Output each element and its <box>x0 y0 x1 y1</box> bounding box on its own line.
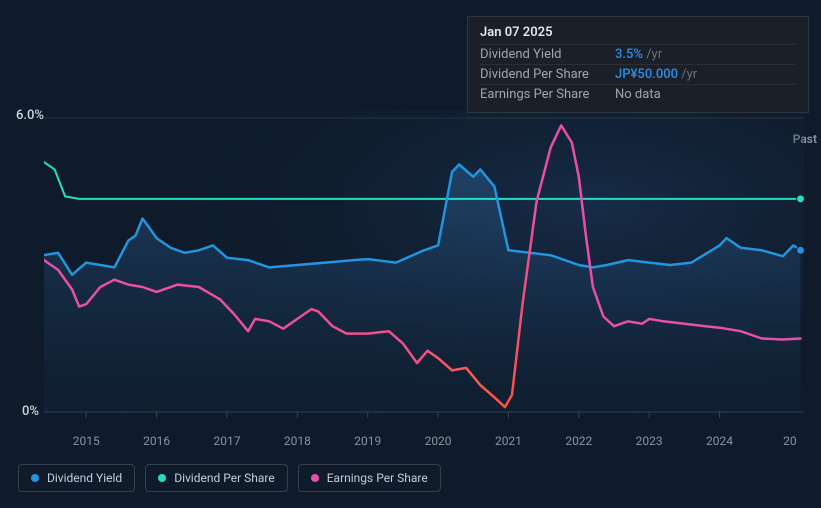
legend-label: Dividend Yield <box>47 471 122 485</box>
legend-item[interactable]: Dividend Per Share <box>145 464 288 492</box>
legend-dot <box>158 474 166 482</box>
tooltip-row-label: Earnings Per Share <box>480 87 615 102</box>
legend-item[interactable]: Dividend Yield <box>18 464 135 492</box>
x-tick-label: 2022 <box>565 434 592 448</box>
y-axis-max-label: 6.0% <box>16 108 44 123</box>
x-tick-label: 2020 <box>425 434 452 448</box>
x-tick-label: 2019 <box>354 434 381 448</box>
tooltip-row: Dividend Per ShareJP¥50.000 /yr <box>480 64 796 84</box>
tooltip-row-value: 3.5% /yr <box>615 47 662 62</box>
tooltip-row-value: No data <box>615 87 661 102</box>
legend-item[interactable]: Earnings Per Share <box>298 464 441 492</box>
x-tick-label: 2017 <box>213 434 240 448</box>
x-tick-label: 2023 <box>636 434 663 448</box>
tooltip: Jan 07 2025 Dividend Yield3.5% /yrDivide… <box>467 16 809 113</box>
tooltip-row-label: Dividend Yield <box>480 47 615 62</box>
y-axis-min-label: 0% <box>22 404 39 419</box>
tooltip-row: Dividend Yield3.5% /yr <box>480 44 796 64</box>
legend-dot <box>311 474 319 482</box>
x-axis-labels: 2015 2016 2017 2018 2019 2020 2021 2022 2023 2024… <box>44 434 804 454</box>
legend-label: Dividend Per Share <box>174 471 275 485</box>
tooltip-row: Earnings Per ShareNo data <box>480 84 796 104</box>
tooltip-row-value: JP¥50.000 /yr <box>615 67 697 82</box>
x-tick-label: 2016 <box>143 434 170 448</box>
x-tick-label: 2021 <box>495 434 522 448</box>
tooltip-date: Jan 07 2025 <box>480 25 796 44</box>
legend-label: Earnings Per Share <box>327 471 428 485</box>
x-tick-label: 2015 <box>73 434 100 448</box>
legend-dot <box>31 474 39 482</box>
x-tick-label: 2018 <box>284 434 311 448</box>
x-tick-label: 20 <box>783 434 797 448</box>
tooltip-row-label: Dividend Per Share <box>480 67 615 82</box>
legend: Dividend Yield Dividend Per Share Earnings… <box>18 464 441 492</box>
chart-area[interactable] <box>44 110 804 454</box>
x-tick-label: 2024 <box>706 434 733 448</box>
